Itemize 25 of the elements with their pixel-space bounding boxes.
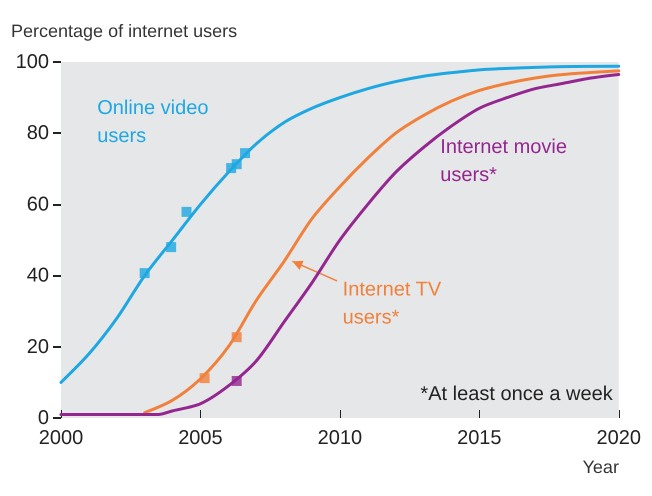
point: [232, 332, 242, 342]
annotation: *At least once a week: [420, 383, 614, 405]
text: Internet TV users*: [342, 278, 447, 329]
y-tick-label: 40: [26, 264, 49, 287]
x-tick-label: 2020: [596, 427, 642, 449]
y-tick-label: 20: [26, 336, 49, 358]
y-axis-title: Percentage of internet users: [11, 21, 238, 41]
x-tick-label: 2010: [318, 427, 362, 449]
point: [166, 242, 176, 252]
x-axis-title: Year: [582, 457, 619, 477]
point: [232, 376, 242, 386]
y-tick-label: 0: [38, 407, 49, 429]
y-tick-label: 80: [26, 122, 49, 144]
series-label: Online video users: [97, 97, 214, 148]
y-tick-label: 100: [16, 51, 49, 73]
point: [200, 373, 210, 384]
point: [232, 159, 242, 170]
point: [181, 206, 192, 217]
x-tick-label: 2000: [38, 427, 84, 449]
point: [140, 268, 150, 278]
y-tick-label: 60: [26, 193, 49, 216]
point: [240, 148, 250, 158]
x-tick-label: 2015: [457, 427, 502, 449]
series-label: Internet movie users*: [440, 136, 573, 186]
x-tick-label: 2005: [178, 427, 223, 449]
